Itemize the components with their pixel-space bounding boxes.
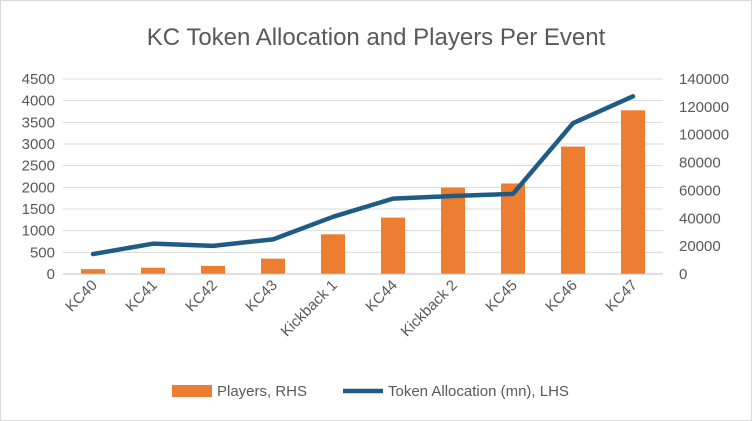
bar-players [81,269,105,274]
bar-players [141,267,165,274]
category-label: KC40 [62,277,101,316]
right-tick-label: 20000 [679,238,721,255]
right-tick-label: 0 [679,266,687,283]
bar-players [381,217,405,274]
category-label: KC41 [122,277,161,316]
line-series [90,94,636,257]
bar-players [261,258,285,274]
left-tick-label: 4500 [22,71,55,88]
category-label: KC43 [242,277,281,316]
bar-players [561,146,585,274]
bar-players [441,187,465,274]
left-tick-label: 0 [47,266,55,283]
legend: Players, RHS Token Allocation (mn), LHS [172,383,569,400]
left-axis: 0 500 1000 1500 2000 2500 3000 3500 4000 4500 [22,71,55,283]
right-axis: 0 20000 40000 60000 80000 100000 120000 140000 [679,71,729,283]
right-tick-label: 40000 [679,210,721,227]
right-tick-label: 120000 [679,99,729,116]
category-label: Kickback 1 [278,277,341,340]
legend-label-players: Players, RHS [217,383,307,400]
category-label: Kickback 2 [398,277,461,340]
category-label: KC46 [542,277,581,316]
legend-swatch-players [172,385,212,397]
left-tick-label: 3000 [22,136,55,153]
left-tick-label: 4000 [22,93,55,110]
right-tick-label: 60000 [679,182,721,199]
bar-players [321,234,345,274]
left-tick-label: 1000 [22,223,55,240]
category-label: KC44 [362,277,401,316]
left-tick-label: 1500 [22,201,55,218]
line-token-allocation [90,94,636,257]
bar-players [501,183,525,274]
category-label: KC47 [602,277,641,316]
gridlines [63,78,663,275]
left-tick-label: 500 [30,244,55,261]
bar-players [621,110,645,274]
right-tick-label: 100000 [679,127,729,144]
bar-players [201,265,225,274]
bar-series [81,110,645,274]
chart-title: KC Token Allocation and Players Per Even… [147,24,606,51]
legend-label-token-allocation: Token Allocation (mn), LHS [388,383,569,400]
category-label: KC42 [182,277,221,316]
left-tick-label: 2000 [22,179,55,196]
right-tick-label: 140000 [679,71,729,88]
category-label: KC45 [482,277,521,316]
left-tick-label: 3500 [22,114,55,131]
left-tick-label: 2500 [22,158,55,175]
right-tick-label: 80000 [679,155,721,172]
